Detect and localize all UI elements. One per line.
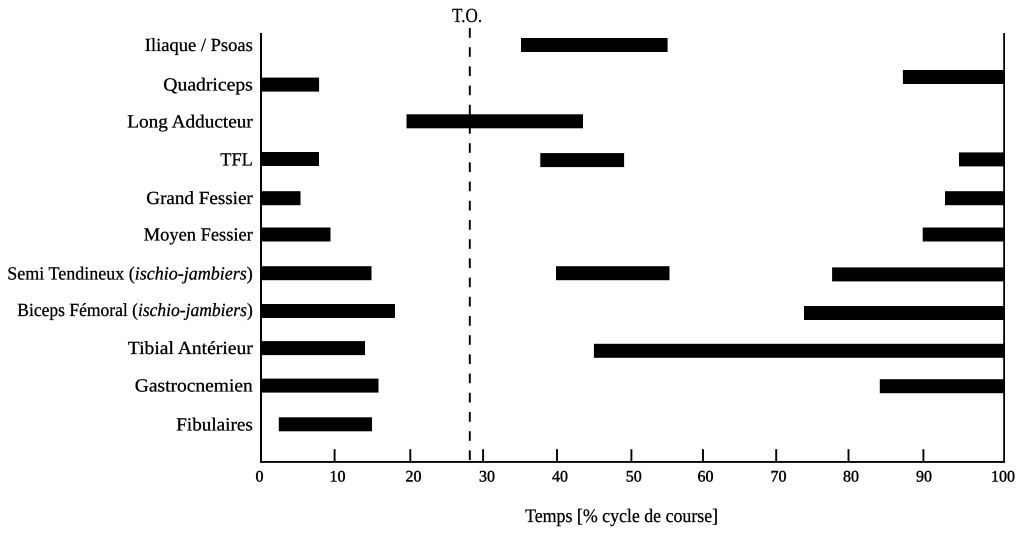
svg-text:60: 60 <box>698 469 714 486</box>
svg-text:70: 70 <box>771 469 787 486</box>
svg-text:90: 90 <box>916 469 932 486</box>
svg-text:T.O.: T.O. <box>452 5 482 27</box>
svg-text:Temps [% cycle de course]: Temps [% cycle de course] <box>525 506 718 527</box>
svg-text:100: 100 <box>991 469 1015 486</box>
svg-text:Biceps Fémoral (ischio-jambier: Biceps Fémoral (ischio-jambiers) <box>17 301 253 321</box>
svg-text:Semi Tendineux (ischio-jambier: Semi Tendineux (ischio-jambiers) <box>7 265 253 285</box>
svg-text:Gastrocnemien: Gastrocnemien <box>135 377 253 397</box>
svg-text:Long Adducteur: Long Adducteur <box>127 112 253 132</box>
svg-text:30: 30 <box>479 469 495 486</box>
svg-text:Quadriceps: Quadriceps <box>163 75 253 95</box>
svg-text:Moyen Fessier: Moyen Fessier <box>144 226 253 246</box>
svg-text:Grand Fessier: Grand Fessier <box>146 189 253 209</box>
svg-text:0: 0 <box>256 469 264 486</box>
svg-text:80: 80 <box>843 469 859 486</box>
svg-text:40: 40 <box>552 469 568 486</box>
svg-text:Fibulaires: Fibulaires <box>176 415 253 435</box>
svg-text:50: 50 <box>626 469 642 486</box>
svg-text:Iliaque / Psoas: Iliaque / Psoas <box>145 36 253 56</box>
svg-text:10: 10 <box>330 469 346 486</box>
svg-text:20: 20 <box>406 469 422 486</box>
svg-text:Tibial Antérieur: Tibial Antérieur <box>128 339 253 359</box>
svg-text:TFL: TFL <box>220 150 253 170</box>
